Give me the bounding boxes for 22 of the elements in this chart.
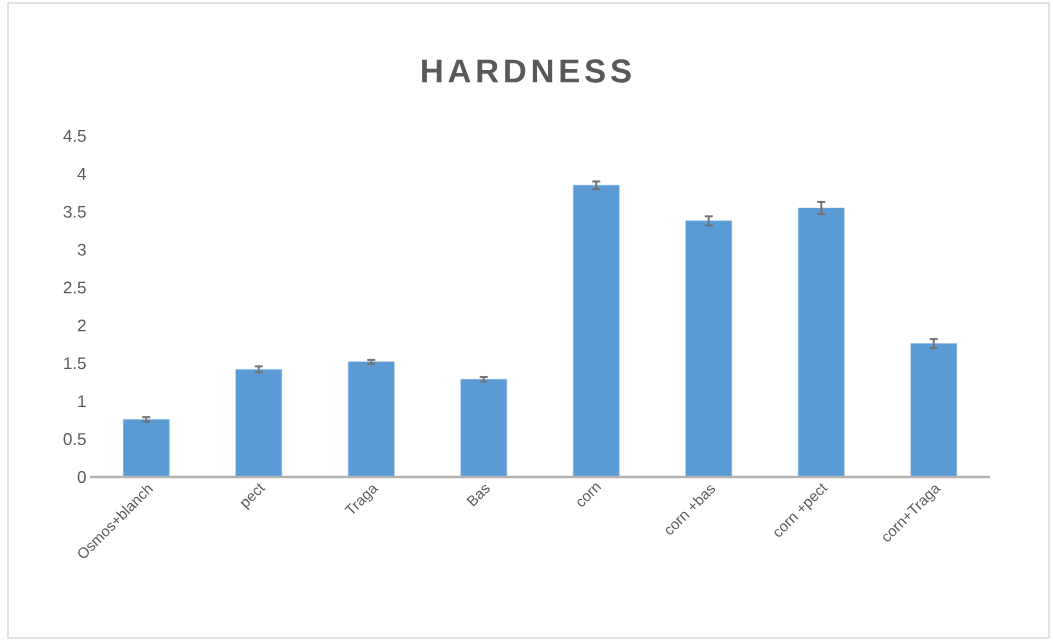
bar xyxy=(235,369,282,478)
bar xyxy=(573,185,620,478)
y-tick-label: 0 xyxy=(77,470,86,483)
y-tick-label: 3.5 xyxy=(63,205,86,218)
bar xyxy=(123,419,170,478)
bar xyxy=(348,361,395,478)
y-tick-label: 1.5 xyxy=(64,357,86,370)
x-tick-label: corn +bas xyxy=(665,485,716,535)
bar xyxy=(685,220,732,478)
y-tick-label: 4 xyxy=(77,168,86,180)
y-tick-label: 2 xyxy=(77,319,86,332)
x-tick-label: corn xyxy=(577,483,602,507)
bar xyxy=(910,343,957,478)
bar xyxy=(460,379,507,478)
bar xyxy=(798,207,845,478)
y-tick-label: 0.5 xyxy=(63,433,86,446)
y-tick-label: 4.5 xyxy=(63,130,86,142)
y-tick-label: 3 xyxy=(77,243,86,256)
y-tick-label: 1 xyxy=(78,395,86,408)
chart-title: HARDNESS xyxy=(422,59,631,83)
x-tick-label: Bas xyxy=(466,485,490,507)
y-tick-label: 2.5 xyxy=(63,281,86,294)
